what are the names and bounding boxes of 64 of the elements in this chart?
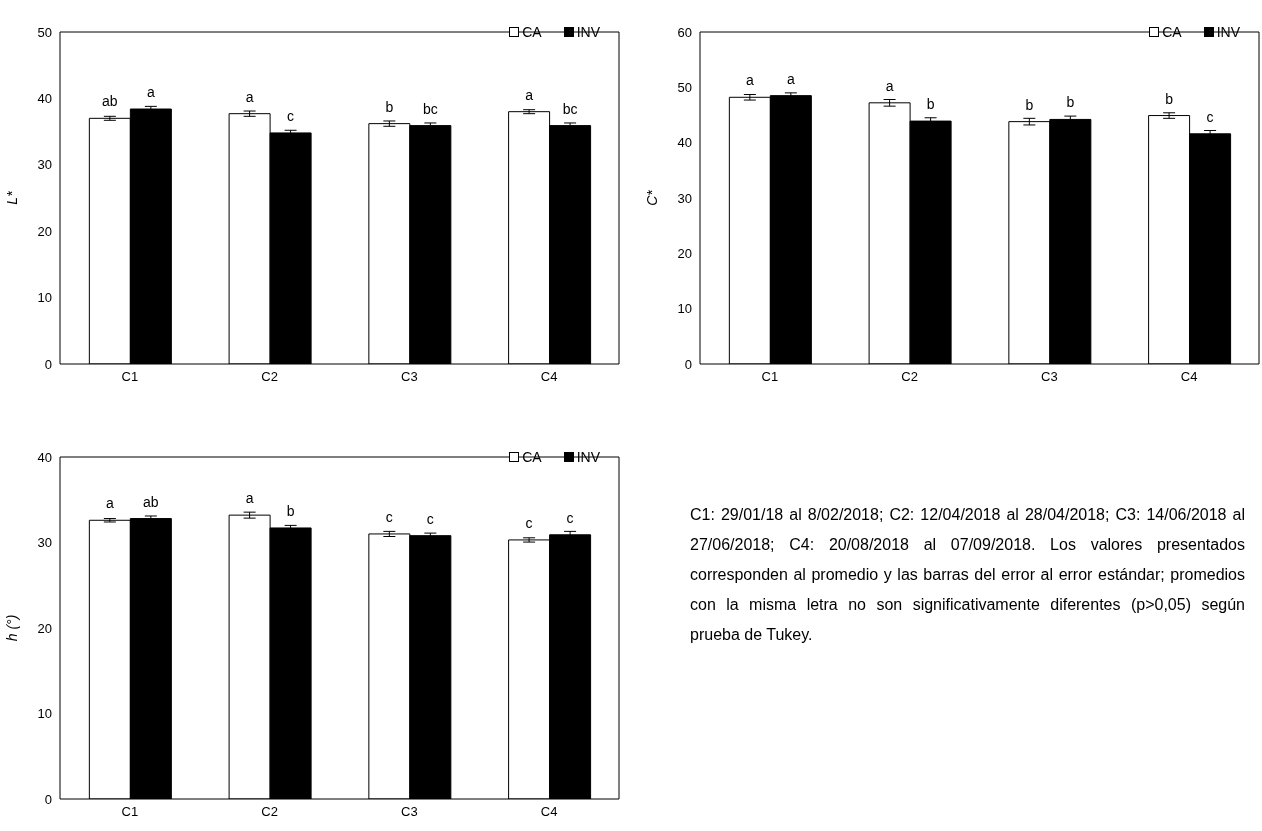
data-label: a: [786, 70, 795, 87]
y-axis-title: L*: [3, 190, 20, 205]
data-label: c: [566, 509, 574, 526]
y-tick-label: 20: [37, 223, 52, 239]
y-tick-label: 0: [44, 791, 52, 807]
x-tick-label: C2: [261, 369, 278, 385]
x-tick-label: C4: [540, 369, 558, 385]
legend-label: INV: [575, 24, 600, 40]
y-tick-label: 10: [37, 706, 52, 722]
y-tick-label: 30: [677, 190, 692, 206]
data-label: a: [146, 84, 155, 101]
data-label: c: [385, 508, 393, 525]
y-tick-label: 0: [44, 356, 52, 372]
data-label: a: [245, 88, 254, 105]
x-tick-label: C4: [1180, 369, 1198, 385]
y-tick-label: 30: [37, 157, 52, 173]
x-tick-label: C3: [1041, 369, 1058, 385]
x-tick-label: C1: [121, 804, 139, 820]
y-tick-label: 50: [37, 24, 52, 40]
legend-label: CA: [1161, 24, 1182, 40]
data-label: c: [525, 514, 533, 531]
data-label: b: [1165, 90, 1174, 107]
data-label: a: [525, 86, 534, 103]
data-label: a: [885, 77, 894, 94]
y-tick-label: 10: [37, 290, 52, 306]
y-tick-label: 40: [37, 449, 52, 465]
y-tick-label: 30: [37, 535, 52, 551]
y-tick-label: 10: [677, 301, 692, 317]
y-tick-label: 50: [677, 79, 692, 95]
y-tick-label: 20: [37, 620, 52, 636]
y-tick-label: 60: [677, 24, 692, 40]
x-tick-label: C3: [401, 804, 418, 820]
x-tick-label: C1: [121, 369, 139, 385]
y-tick-label: 0: [684, 356, 692, 372]
y-tick-label: 40: [37, 91, 52, 107]
data-label: c: [426, 510, 434, 527]
data-label: b: [286, 502, 295, 519]
legend-label: CA: [521, 449, 542, 465]
x-tick-label: C3: [401, 369, 418, 385]
data-label: ab: [143, 493, 159, 510]
y-axis-title: h (°): [3, 614, 20, 642]
data-label: a: [105, 495, 114, 512]
data-label: c: [287, 107, 295, 124]
x-tick-label: C4: [540, 804, 558, 820]
data-label: ab: [102, 93, 118, 110]
legend-label: INV: [1215, 24, 1240, 40]
text: C1: 29/01/18 al 8/02/2018; C2: 12/04/2018 al 28/04/2018; C3: 14/06/2018 al 27/06/2018; C4: 20/08/2018 al 07/09/2018. Los valores presentados corresponden al promedio y las barras del error al error estándar; promedios con la misma letra no son significativamente diferentes (p>0,05) según prueba de Tukey.: [690, 505, 1245, 645]
data-label: b: [1066, 94, 1075, 111]
data-label: c: [1206, 108, 1214, 125]
x-tick-label: C2: [261, 804, 278, 820]
data-label: b: [926, 96, 935, 113]
data-label: b: [1025, 96, 1034, 113]
x-tick-label: C1: [761, 369, 779, 385]
legend-label: INV: [575, 449, 600, 465]
y-axis-title: C*: [643, 189, 660, 206]
data-label: a: [245, 490, 254, 507]
x-tick-label: C2: [901, 369, 918, 385]
legend-label: CA: [521, 24, 542, 40]
y-tick-label: 40: [677, 135, 692, 151]
data-label: bc: [562, 100, 578, 117]
data-label: a: [745, 72, 754, 89]
data-label: bc: [422, 100, 438, 117]
y-tick-label: 20: [677, 245, 692, 261]
data-label: b: [385, 98, 394, 115]
